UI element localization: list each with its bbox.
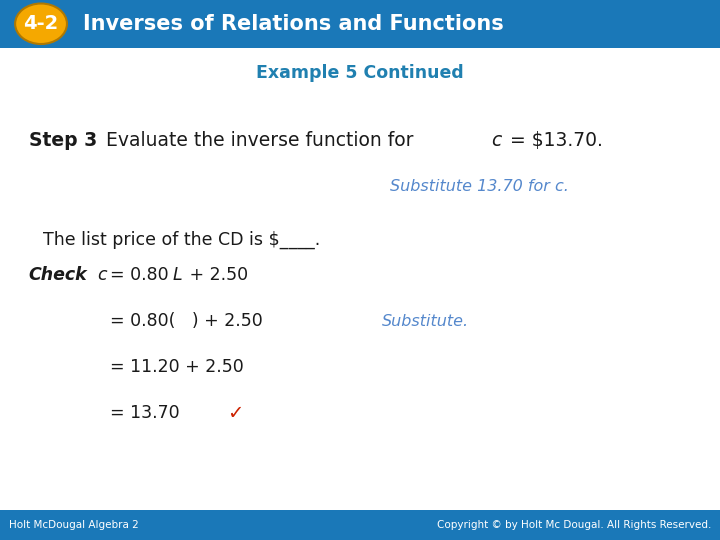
Text: L: L — [173, 266, 182, 285]
Text: Check: Check — [29, 266, 87, 285]
Text: Substitute.: Substitute. — [382, 314, 469, 329]
Text: = 0.80: = 0.80 — [110, 266, 168, 285]
Text: = $13.70.: = $13.70. — [504, 131, 603, 150]
Text: ✓: ✓ — [227, 403, 243, 423]
Text: + 2.50: + 2.50 — [184, 266, 248, 285]
FancyBboxPatch shape — [0, 510, 720, 540]
Text: c: c — [491, 131, 501, 150]
Text: Inverses of Relations and Functions: Inverses of Relations and Functions — [83, 14, 503, 34]
Text: Step 3: Step 3 — [29, 131, 97, 150]
Text: = 0.80(   ) + 2.50: = 0.80( ) + 2.50 — [110, 312, 263, 330]
Text: Example 5 Continued: Example 5 Continued — [256, 64, 464, 82]
Text: = 13.70: = 13.70 — [110, 404, 180, 422]
FancyBboxPatch shape — [0, 0, 720, 48]
Text: Copyright © by Holt Mc Dougal. All Rights Reserved.: Copyright © by Holt Mc Dougal. All Right… — [437, 520, 711, 530]
Text: = 11.20 + 2.50: = 11.20 + 2.50 — [110, 358, 244, 376]
Ellipse shape — [15, 3, 67, 44]
Text: The list price of the CD is $____.: The list price of the CD is $____. — [43, 231, 320, 249]
Text: Evaluate the inverse function for: Evaluate the inverse function for — [94, 131, 419, 150]
Text: c: c — [97, 266, 107, 285]
Text: Holt McDougal Algebra 2: Holt McDougal Algebra 2 — [9, 520, 138, 530]
Text: Substitute 13.70 for c.: Substitute 13.70 for c. — [390, 179, 569, 194]
Text: 4-2: 4-2 — [24, 14, 58, 33]
